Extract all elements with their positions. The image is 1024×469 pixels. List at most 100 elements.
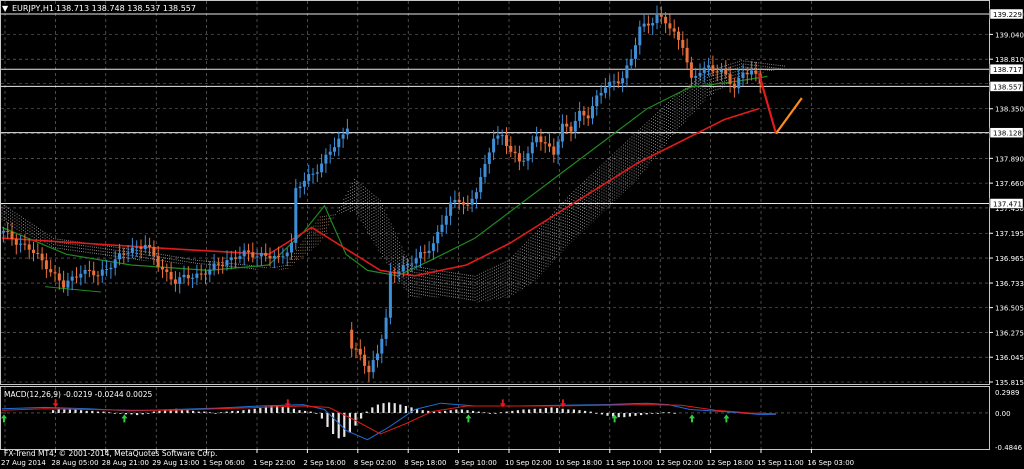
- price-level-tag: [989, 8, 1024, 20]
- macd-histogram-bar: [656, 412, 659, 414]
- candle-body: [509, 145, 513, 152]
- macd-histogram-bar: [505, 411, 508, 413]
- buy-arrow-icon: [121, 414, 128, 423]
- candle-body: [715, 71, 719, 73]
- sell-arrow-icon: [284, 399, 291, 408]
- candle-body: [113, 259, 117, 268]
- macd-histogram-bar: [494, 412, 497, 414]
- macd-histogram-bar: [567, 409, 570, 413]
- candle-body: [560, 123, 564, 142]
- candle-body: [341, 134, 345, 139]
- candle-body: [741, 72, 745, 79]
- candle-body: [255, 256, 259, 258]
- macd-histogram-bar: [617, 412, 620, 418]
- macd-tick-label: 0.2989: [995, 389, 1020, 397]
- candle-body: [457, 200, 461, 203]
- candle-body: [646, 23, 650, 26]
- candle-body: [651, 23, 655, 26]
- candle-body: [109, 267, 113, 270]
- candle-body: [522, 160, 526, 162]
- dropdown-arrow-icon[interactable]: ▼: [2, 4, 9, 13]
- candle-body: [191, 277, 195, 279]
- candle-body: [83, 269, 87, 274]
- candle-body: [354, 348, 358, 350]
- macd-histogram-bar: [348, 412, 351, 433]
- time-tick-label: 8 Sep 02:00: [354, 459, 396, 467]
- macd-histogram-bar: [612, 412, 615, 417]
- macd-histogram-bar: [147, 412, 150, 414]
- candle-body: [376, 353, 379, 361]
- ma-slow-line: [1, 107, 760, 277]
- macd-histogram-bar: [584, 410, 587, 413]
- candle-body: [186, 274, 190, 279]
- price-level-label: 138.717: [993, 66, 1022, 74]
- macd-histogram-bar: [192, 410, 195, 413]
- macd-histogram-bar: [668, 412, 671, 414]
- macd-histogram-bar: [85, 410, 88, 413]
- macd-histogram-bar: [410, 407, 413, 413]
- candle-body: [449, 202, 453, 216]
- candle-body: [556, 141, 560, 155]
- macd-histogram-bar: [371, 407, 374, 413]
- price-levels: [1, 13, 989, 204]
- price-tick-label: 135.815: [995, 379, 1024, 387]
- macd-histogram-bar: [264, 406, 267, 413]
- macd-histogram-bar: [393, 403, 396, 413]
- candle-body: [677, 31, 680, 40]
- candle-body: [466, 204, 470, 206]
- time-tick-label: 2 Sep 16:00: [303, 459, 345, 467]
- candle-body: [543, 142, 547, 144]
- candle-body: [156, 255, 160, 267]
- candle-body: [298, 186, 302, 189]
- macd-histogram-bar: [483, 412, 486, 414]
- macd-histogram-bar: [281, 406, 284, 413]
- price-tick-label: 137.890: [995, 155, 1024, 163]
- sell-arrow-icon: [560, 399, 566, 408]
- candle-body: [161, 266, 164, 270]
- macd-histogram-bar: [253, 408, 256, 413]
- macd-histogram-bar: [628, 412, 631, 417]
- macd-histogram-bar: [337, 412, 340, 439]
- candle-body: [462, 202, 465, 205]
- candle-body: [745, 72, 749, 75]
- macd-label: MACD(12,26,9) -0.0219 -0.0244 0.0025: [4, 390, 152, 399]
- candle-body: [247, 250, 250, 253]
- macd-histogram-bar: [248, 409, 251, 413]
- macd-histogram-bar: [343, 412, 346, 437]
- macd-histogram-bar: [556, 408, 559, 413]
- candle-body: [702, 67, 706, 73]
- candle-body: [569, 126, 573, 132]
- candle-body: [487, 152, 491, 164]
- macd-histogram-bar: [561, 408, 564, 413]
- candle-body: [204, 273, 207, 275]
- candle-body: [453, 200, 457, 203]
- projection-down-arrow: [757, 72, 778, 134]
- candle-body: [105, 269, 109, 271]
- time-tick-label: 12 Sep 18:00: [707, 459, 754, 467]
- candle-body: [66, 280, 70, 288]
- price-tick-label: 138.810: [995, 56, 1024, 64]
- macd-histogram-bar: [399, 404, 402, 413]
- macd-histogram-bar: [175, 408, 178, 413]
- macd-histogram-bar: [516, 410, 519, 413]
- candle-body: [565, 123, 569, 127]
- candle-body: [315, 172, 319, 174]
- macd-histogram-bar: [141, 412, 144, 415]
- price-level-label: 139.229: [993, 11, 1022, 19]
- macd-histogram-bar: [449, 410, 452, 413]
- macd-histogram-bar: [309, 411, 312, 413]
- macd-histogram-bar: [315, 412, 318, 414]
- price-tick-label: 139.040: [995, 31, 1024, 39]
- macd-histogram-bar: [522, 409, 525, 413]
- candle-body: [681, 39, 685, 48]
- macd-histogram-bar: [52, 410, 55, 413]
- candle-body: [444, 215, 448, 225]
- candle-body: [603, 87, 607, 93]
- candle-body: [492, 138, 496, 153]
- time-tick-label: 15 Sep 11:00: [757, 459, 804, 467]
- candle-body: [539, 136, 543, 143]
- time-tick-label: 27 Aug 2014: [1, 459, 46, 467]
- macd-histogram-bar: [68, 408, 71, 413]
- candle-body: [397, 271, 401, 274]
